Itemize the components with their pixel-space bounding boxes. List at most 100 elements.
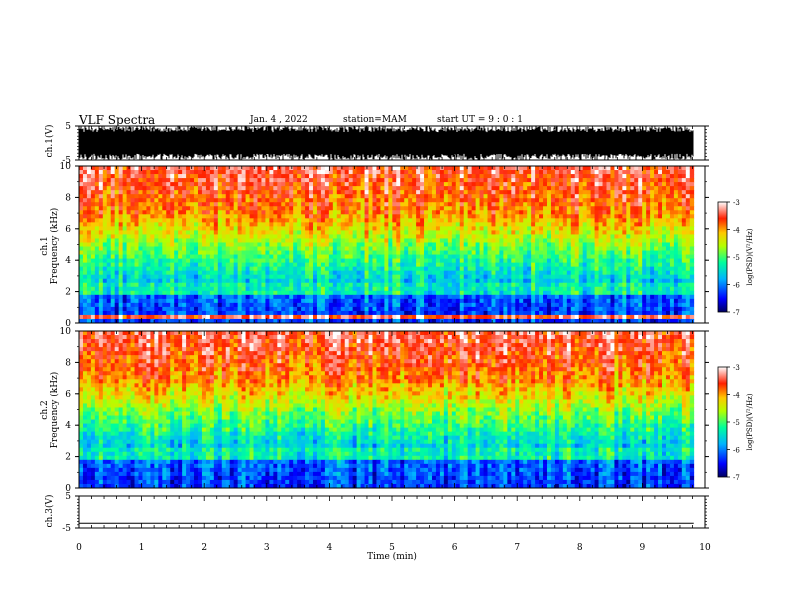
spectrogram-cell <box>305 210 310 215</box>
spectrogram-cell <box>170 270 175 276</box>
spectrogram-cell <box>642 262 647 268</box>
spectrogram-cell <box>293 242 298 247</box>
spectrogram-cell <box>301 182 306 187</box>
spectrogram-cell <box>225 190 231 195</box>
spectrogram-cell <box>527 218 532 223</box>
spectrogram-cell <box>102 286 108 292</box>
spectrogram-cell <box>491 238 496 243</box>
spectrogram-cell <box>94 274 100 280</box>
spectrogram-cell <box>523 182 528 187</box>
spectrogram-cell <box>201 226 207 231</box>
spectrogram-cell <box>515 194 520 199</box>
spectrogram-cell <box>360 270 365 276</box>
spectrogram-cell <box>312 222 318 227</box>
spectrogram-cell <box>614 238 619 243</box>
spectrogram-cell <box>142 226 147 231</box>
spectrogram-cell <box>352 282 358 288</box>
spectrogram-cell <box>106 242 112 247</box>
spectrogram-cell <box>372 278 377 284</box>
spectrogram-cell <box>174 214 179 219</box>
spectrogram-cell <box>527 258 532 264</box>
spectrogram-cell <box>356 230 361 235</box>
spectrogram-cell <box>677 218 683 223</box>
spectrogram-cell <box>312 218 318 223</box>
spectrogram-cell <box>213 198 219 203</box>
spectrogram-cell <box>229 266 235 272</box>
spectrogram-cell <box>241 286 246 292</box>
spectrogram-cell <box>685 170 691 175</box>
spectrogram-cell <box>519 254 524 259</box>
spectrogram-cell <box>479 222 484 227</box>
spectrogram-cell <box>546 278 552 284</box>
spectrogram-cell <box>443 178 449 183</box>
spectrogram-cell <box>602 262 607 268</box>
spectrogram-cell <box>420 178 425 183</box>
spectrogram-cell <box>507 274 512 280</box>
spectrogram-cell <box>416 262 421 268</box>
spectrogram-cell <box>316 186 322 191</box>
spectrogram-cell <box>285 210 290 215</box>
spectrogram-cell <box>98 270 104 276</box>
spectrogram-cell <box>598 250 603 255</box>
spectrogram-cell <box>209 174 215 179</box>
spectrogram-cell <box>606 250 611 255</box>
spectrogram-cell <box>535 234 540 239</box>
spectrogram-cell <box>217 166 223 171</box>
spectrogram-cell <box>550 198 556 203</box>
spectrogram-cell <box>368 262 373 268</box>
spectrogram-cell <box>578 234 584 239</box>
spectrogram-cell <box>217 238 223 243</box>
spectrogram-cell <box>281 274 286 280</box>
spectrogram-cell <box>277 250 282 255</box>
spectrogram-cell <box>638 246 643 251</box>
spectrogram-cell <box>376 190 381 195</box>
spectrogram-cell <box>166 250 171 255</box>
spectrogram-cell <box>570 250 576 255</box>
spectrogram-cell <box>606 230 611 235</box>
spectrogram-cell <box>364 286 369 292</box>
spectrogram-cell <box>79 278 84 284</box>
spectrogram-cell <box>546 238 552 243</box>
spectrogram-cell <box>114 278 120 284</box>
spectrogram-cell <box>360 186 365 191</box>
spectrogram-cell <box>630 222 635 227</box>
spectrogram-cell <box>558 218 564 223</box>
spectrogram-cell <box>182 234 187 239</box>
spectrogram-cell <box>562 226 568 231</box>
spectrogram-cell <box>658 226 663 231</box>
spectrogram-cell <box>178 234 183 239</box>
spectrogram-cell <box>586 186 592 191</box>
spectrogram-cell <box>158 286 163 292</box>
spectrogram-cell <box>622 226 627 231</box>
spectrogram-cell <box>320 198 326 203</box>
spectrogram-cell <box>570 166 576 171</box>
spectrogram-cell <box>431 178 437 183</box>
spectrogram-cell <box>598 194 603 199</box>
spectrogram-cell <box>281 258 286 264</box>
spectrogram-cell <box>424 270 429 276</box>
spectrogram-cell <box>162 190 167 195</box>
spectrogram-cell <box>535 186 540 191</box>
spectrogram-cell <box>487 242 492 247</box>
spectrogram-cell <box>277 214 282 219</box>
spectrogram-cell <box>558 178 564 183</box>
spectrogram-cell <box>82 174 88 179</box>
spectrogram-cell <box>554 266 560 272</box>
spectrogram-cell <box>90 222 96 227</box>
spectrogram-cell <box>420 214 425 219</box>
spectrogram-cell <box>201 218 207 223</box>
spectrogram-cell <box>443 206 449 211</box>
spectrogram-cell <box>352 230 358 235</box>
spectrogram-cell <box>197 174 203 179</box>
spectrogram-cell <box>380 266 385 272</box>
spectrogram-cell <box>455 210 461 215</box>
spectrogram-cell <box>86 262 92 268</box>
spectrogram-cell <box>352 258 358 264</box>
spectrogram-cell <box>431 170 437 175</box>
spectrogram-cell <box>388 174 393 179</box>
spectrogram-cell <box>376 182 381 187</box>
spectrogram-cell <box>154 194 159 199</box>
spectrogram-cell <box>158 190 163 195</box>
spectrogram-cell <box>439 286 445 292</box>
spectrogram-cell <box>614 182 619 187</box>
